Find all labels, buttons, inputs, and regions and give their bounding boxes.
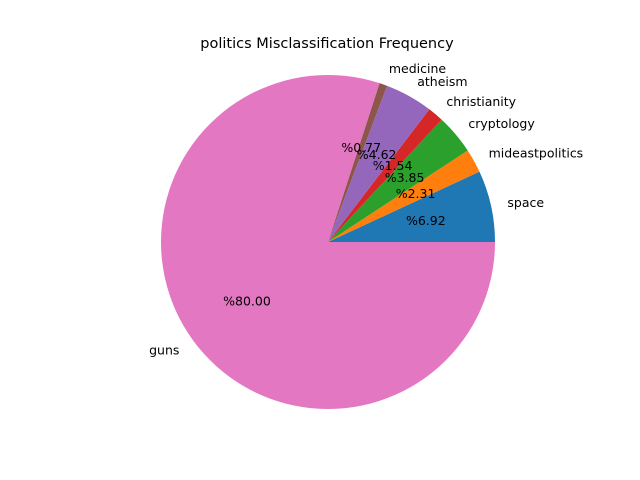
percentage-label-christianity: %1.54 [373, 158, 413, 173]
pie-slice-cryptology [328, 119, 468, 242]
category-label-cryptology: cryptology [468, 116, 535, 131]
category-label-space: space [507, 195, 544, 210]
pie-slice-guns [161, 75, 495, 410]
pie-slice-space [328, 171, 495, 242]
percentage-label-medicine: %0.77 [341, 140, 381, 155]
category-labels: space mideastpolitics cryptology christiani… [149, 61, 583, 357]
pie-slice-mideastpolitics [328, 150, 480, 242]
category-label-atheism: atheism [417, 74, 467, 89]
chart-title: politics Misclassification Frequency [200, 36, 454, 52]
percentage-label-cryptology: %3.85 [385, 170, 425, 185]
pie-slice-medicine [328, 83, 388, 242]
percentage-label-space: %6.92 [406, 213, 446, 228]
percentage-label-guns: %80.00 [223, 293, 271, 308]
percentage-labels: %6.92 %2.31%3.85%1.54%4.62%0.77 %80.00 [223, 140, 446, 308]
percentage-label-atheism: %4.62 [357, 147, 397, 162]
category-label-guns: guns [149, 343, 179, 358]
category-label-medicine: medicine [389, 61, 447, 76]
percentage-label-mideastpolitics: %2.31 [396, 186, 436, 201]
pie-slice-atheism [328, 85, 430, 242]
pie-slices [161, 75, 495, 410]
category-label-mideastpolitics: mideastpolitics [489, 145, 584, 160]
category-label-christianity: christianity [446, 94, 516, 109]
pie-slice-christianity [328, 109, 442, 243]
